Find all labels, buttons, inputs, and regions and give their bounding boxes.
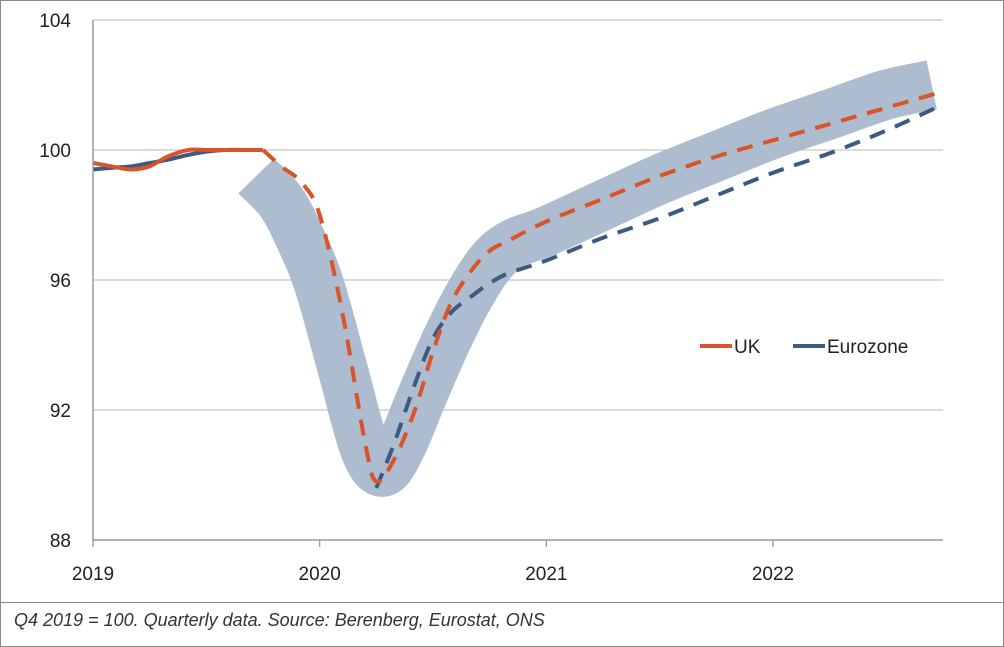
y-tick-labels: 88 92 96 100 104 bbox=[39, 11, 71, 552]
y-tick-88: 88 bbox=[50, 531, 71, 552]
axes bbox=[92, 20, 943, 547]
legend-uk-label: UK bbox=[734, 337, 761, 358]
x-tick-2022: 2022 bbox=[752, 564, 794, 585]
legend: UK Eurozone bbox=[700, 337, 908, 358]
series-lines bbox=[92, 89, 944, 489]
y-tick-104: 104 bbox=[39, 11, 71, 32]
x-tick-2020: 2020 bbox=[299, 564, 341, 585]
chart-footnote: Q4 2019 = 100. Quarterly data. Source: B… bbox=[14, 610, 545, 630]
line-chart: 88 92 96 100 104 2019 2020 2021 2022 UK Eurozon… bbox=[39, 11, 944, 585]
y-tick-96: 96 bbox=[50, 271, 71, 292]
uncertainty-band-shape bbox=[238, 60, 937, 497]
footnote-divider bbox=[0, 602, 1004, 603]
x-tick-labels: 2019 2020 2021 2022 bbox=[72, 564, 794, 585]
uncertainty-band bbox=[238, 60, 937, 497]
y-tick-92: 92 bbox=[50, 401, 71, 422]
series-uk-actual bbox=[92, 147, 263, 172]
x-tick-2019: 2019 bbox=[72, 564, 114, 585]
x-tick-2021: 2021 bbox=[525, 564, 567, 585]
legend-eurozone-label: Eurozone bbox=[827, 337, 908, 358]
y-tick-100: 100 bbox=[39, 141, 71, 162]
series-eurozone-forecast bbox=[374, 102, 944, 489]
